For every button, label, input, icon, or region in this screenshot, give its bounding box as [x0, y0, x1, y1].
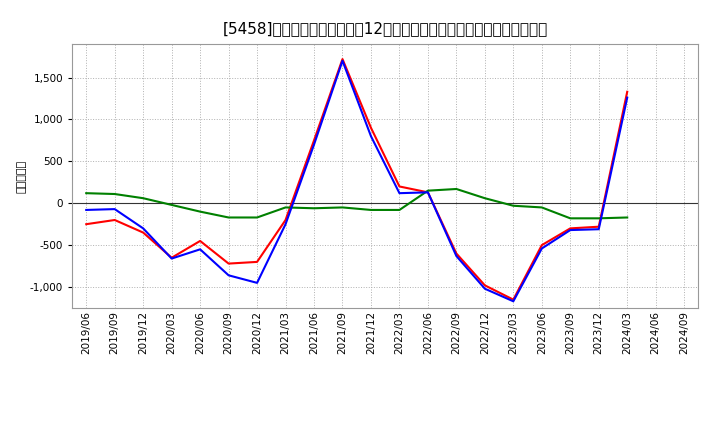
投資CF: [537, 205, 546, 210]
投資CF: [82, 191, 91, 196]
投資CF: [423, 188, 432, 193]
Line: 投資CF: 投資CF: [86, 189, 627, 218]
フリーCF: [225, 273, 233, 278]
投資CF: [253, 215, 261, 220]
Line: 営業CF: 営業CF: [86, 59, 627, 300]
投資CF: [110, 191, 119, 197]
フリーCF: [338, 58, 347, 63]
営業CF: [282, 217, 290, 223]
投資CF: [509, 203, 518, 209]
投資CF: [452, 187, 461, 192]
営業CF: [82, 222, 91, 227]
営業CF: [366, 125, 375, 130]
投資CF: [623, 215, 631, 220]
営業CF: [139, 230, 148, 235]
投資CF: [338, 205, 347, 210]
営業CF: [480, 283, 489, 288]
営業CF: [225, 261, 233, 266]
営業CF: [110, 217, 119, 223]
営業CF: [338, 56, 347, 62]
フリーCF: [480, 286, 489, 291]
投資CF: [225, 215, 233, 220]
営業CF: [196, 238, 204, 244]
投資CF: [595, 216, 603, 221]
投資CF: [282, 205, 290, 210]
フリーCF: [509, 299, 518, 304]
フリーCF: [595, 227, 603, 232]
Line: フリーCF: フリーCF: [86, 61, 627, 301]
営業CF: [452, 251, 461, 256]
フリーCF: [423, 190, 432, 195]
営業CF: [623, 89, 631, 95]
投資CF: [480, 195, 489, 201]
投資CF: [196, 209, 204, 214]
フリーCF: [452, 253, 461, 259]
営業CF: [167, 255, 176, 260]
フリーCF: [110, 206, 119, 212]
投資CF: [310, 205, 318, 211]
Title: [5458]　キャッシュフローの12か月移動合計の対前年同期増減額の推移: [5458] キャッシュフローの12か月移動合計の対前年同期増減額の推移: [222, 21, 548, 36]
投資CF: [395, 207, 404, 213]
営業CF: [595, 224, 603, 229]
営業CF: [537, 242, 546, 248]
フリーCF: [82, 207, 91, 213]
フリーCF: [167, 256, 176, 261]
営業CF: [395, 184, 404, 189]
フリーCF: [253, 280, 261, 286]
フリーCF: [623, 95, 631, 100]
投資CF: [566, 216, 575, 221]
Y-axis label: （百万円）: （百万円）: [17, 159, 27, 193]
投資CF: [366, 207, 375, 213]
フリーCF: [537, 246, 546, 251]
営業CF: [566, 226, 575, 231]
フリーCF: [139, 226, 148, 231]
投資CF: [139, 195, 148, 201]
フリーCF: [566, 227, 575, 233]
フリーCF: [395, 191, 404, 196]
営業CF: [253, 259, 261, 264]
フリーCF: [310, 142, 318, 147]
営業CF: [423, 190, 432, 195]
フリーCF: [282, 222, 290, 227]
フリーCF: [196, 247, 204, 252]
営業CF: [509, 297, 518, 302]
営業CF: [310, 138, 318, 143]
投資CF: [167, 202, 176, 208]
フリーCF: [366, 134, 375, 139]
